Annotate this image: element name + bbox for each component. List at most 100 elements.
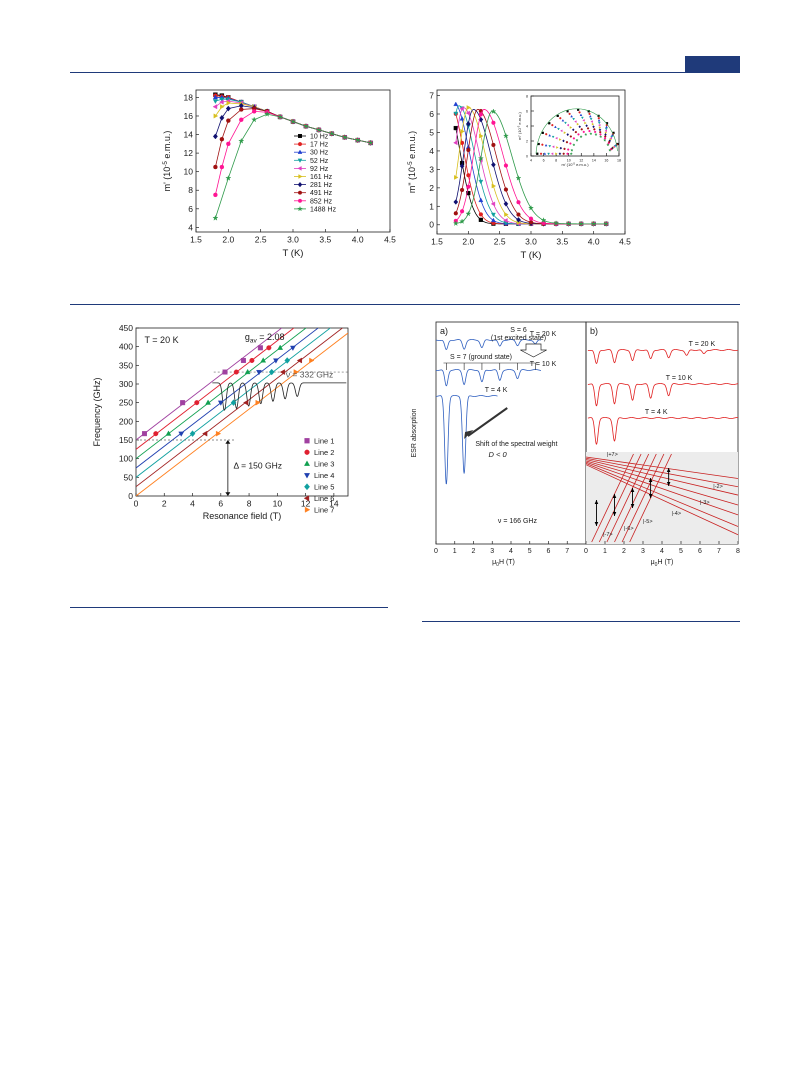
data-point	[581, 116, 584, 120]
data-point	[594, 132, 598, 136]
data-point	[557, 128, 560, 131]
fit-line	[136, 328, 344, 488]
data-point	[215, 430, 222, 437]
data-point	[603, 137, 607, 140]
data-point	[276, 113, 284, 120]
legend-label: 852 Hz	[310, 198, 333, 205]
data-point	[576, 122, 580, 126]
data-point	[249, 357, 255, 363]
x-tick-label: 2.5	[494, 237, 506, 247]
data-point	[551, 135, 555, 139]
y-tick-label: 200	[119, 416, 133, 426]
data-point	[459, 116, 465, 121]
legend-marker	[304, 438, 310, 444]
plot-frame	[195, 89, 391, 233]
x-tick-label: 0	[434, 548, 438, 555]
legend-label: Line 3	[314, 460, 334, 469]
data-point	[477, 155, 484, 161]
x-tick-label: 1	[603, 548, 607, 555]
data-point	[548, 134, 551, 137]
data-point	[504, 212, 509, 217]
data-point	[503, 201, 509, 207]
frequency-label: ν = 166 GHz	[498, 518, 538, 525]
data-point	[588, 112, 591, 115]
data-point	[354, 136, 361, 143]
data-point	[561, 119, 565, 122]
data-point	[478, 212, 483, 217]
y-tick-label: 18	[184, 92, 194, 102]
temperature-label: T = 20 K	[144, 335, 178, 345]
legend-marker	[297, 142, 302, 147]
data-point	[289, 118, 297, 125]
legend-label: 491 Hz	[310, 190, 333, 197]
data-point	[479, 133, 484, 139]
y-tick-label: 300	[119, 379, 133, 389]
data-point	[604, 128, 608, 131]
data-point	[194, 400, 200, 406]
data-point	[219, 99, 224, 105]
data-point	[213, 192, 218, 198]
data-point	[257, 345, 263, 351]
x-tick-label: 7	[565, 548, 569, 555]
y-tick-label: 4	[526, 124, 528, 128]
data-point	[559, 117, 562, 120]
y-tick-label: 6	[188, 204, 193, 214]
gap-arrowhead-top	[225, 440, 231, 444]
data-point	[558, 152, 562, 156]
data-point	[572, 143, 576, 147]
energy-level-line	[585, 459, 739, 496]
data-point	[590, 220, 597, 227]
data-point	[178, 431, 185, 437]
y-tick-label: 1	[429, 201, 434, 211]
x-tick-label: 4.0	[352, 235, 364, 245]
data-point	[566, 152, 569, 155]
data-point	[598, 128, 602, 132]
data-point	[566, 133, 569, 137]
data-point	[548, 145, 552, 148]
y-tick-label: 14	[184, 130, 194, 140]
data-point	[222, 369, 228, 375]
data-point	[598, 134, 603, 139]
data-point	[578, 220, 585, 227]
data-point	[584, 132, 588, 136]
trace-label: T = 20 K	[530, 331, 557, 338]
x-tick-label: 4.0	[588, 237, 600, 247]
panel-b-label: b)	[590, 326, 598, 336]
data-point	[309, 357, 315, 364]
data-point	[584, 121, 587, 125]
legend-label: Line 6	[314, 494, 334, 503]
legend-marker	[297, 205, 303, 212]
x-tick-label: 4	[190, 499, 195, 509]
legend-marker	[304, 473, 310, 479]
y-tick-label: 0	[526, 154, 528, 158]
data-point	[328, 130, 335, 137]
legend-label: 52 Hz	[310, 158, 329, 165]
frequency-field-chart: 0 2 4 6 8 10 12 14 0 50 100 150 200 250 300 350 400 450 Δ …	[92, 323, 349, 521]
spectrum-trace	[212, 382, 347, 411]
caption-rule-left	[70, 607, 388, 608]
legend-marker	[297, 158, 303, 163]
data-point	[238, 137, 245, 144]
level-label: |+7>	[607, 452, 618, 458]
data-point	[555, 136, 558, 140]
y-tick-label: 8	[188, 185, 193, 195]
data-point	[491, 161, 496, 168]
data-point	[579, 134, 583, 139]
data-point	[597, 119, 601, 122]
data-point	[212, 104, 218, 110]
y-tick-label: 2	[429, 183, 434, 193]
data-point	[453, 199, 459, 205]
data-point	[565, 220, 572, 227]
data-point	[570, 148, 574, 152]
data-point	[604, 129, 607, 133]
transition-arrowhead	[630, 488, 635, 492]
legend-marker	[298, 174, 303, 179]
x-tick-label: 6	[218, 499, 223, 509]
energy-level-line	[585, 456, 739, 479]
data-point	[266, 345, 272, 351]
data-point	[554, 125, 557, 128]
inset-frame	[530, 95, 620, 157]
data-point	[605, 125, 608, 128]
legend-label: 281 Hz	[310, 182, 333, 189]
